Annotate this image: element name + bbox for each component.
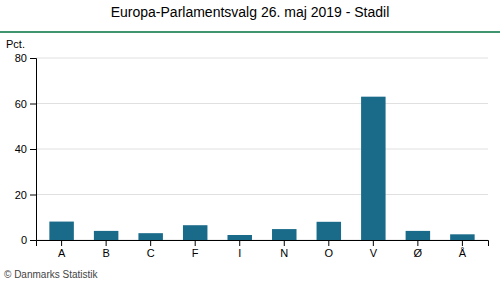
tick-label: 20	[15, 189, 27, 201]
plot: 0 20 40 60 80 A B C F I N O V Ø Å	[15, 52, 489, 259]
tick-label: F	[192, 247, 199, 259]
tick-label: N	[280, 247, 288, 259]
tick-label: O	[325, 247, 334, 259]
tick-mark	[30, 240, 36, 241]
tick-mark	[61, 240, 62, 246]
tick-mark	[30, 195, 36, 196]
tick-mark	[284, 240, 285, 246]
tick-label: 80	[15, 52, 27, 64]
tick-label: 40	[15, 143, 27, 155]
tick-mark	[30, 104, 36, 105]
chart: Europa-Parlamentsvalg 26. maj 2019 - Sta…	[0, 0, 500, 282]
tick-mark	[150, 240, 151, 246]
axis-line	[37, 241, 489, 247]
tick-mark	[106, 240, 107, 246]
tick-mark	[462, 240, 463, 246]
y-axis: 0 20 40 60 80	[15, 52, 37, 246]
tick: A	[58, 240, 66, 259]
bar	[361, 97, 385, 240]
tick-mark	[30, 58, 36, 59]
tick-label: 0	[21, 234, 27, 246]
tick-mark	[30, 149, 36, 150]
grid-line	[36, 194, 488, 195]
bar	[406, 231, 430, 240]
tick: N	[280, 240, 288, 259]
tick: 40	[15, 143, 36, 155]
tick: F	[192, 240, 199, 259]
bar	[317, 222, 341, 240]
grid-line	[36, 103, 488, 104]
annotation: © Danmarks Statistik	[4, 269, 99, 280]
tick: Å	[459, 240, 467, 259]
tick: V	[370, 240, 378, 259]
tick: 20	[15, 189, 36, 201]
tick: Ø	[414, 240, 423, 259]
title: Europa-Parlamentsvalg 26. maj 2019 - Sta…	[111, 4, 390, 20]
tick-mark	[239, 240, 240, 246]
title-rule	[0, 31, 500, 33]
bar	[450, 234, 474, 240]
tick: 0	[21, 234, 36, 246]
tick-mark	[373, 240, 374, 246]
tick-label: Å	[459, 247, 467, 259]
grid	[36, 58, 488, 240]
bar	[138, 233, 162, 240]
y-axis-label: Pct.	[6, 38, 25, 50]
bar	[227, 235, 251, 240]
tick-label: V	[370, 247, 378, 259]
tick: C	[147, 240, 155, 259]
tick-label: 60	[15, 98, 27, 110]
tick-label: C	[147, 247, 155, 259]
bar	[49, 222, 73, 240]
tick-mark	[328, 240, 329, 246]
bar	[183, 225, 207, 240]
tick-label: Ø	[414, 247, 423, 259]
tick: 80	[15, 52, 36, 64]
tick: 60	[15, 98, 36, 110]
tick-label: A	[58, 247, 66, 259]
tick-label: B	[102, 247, 109, 259]
tick: O	[325, 240, 334, 259]
bar	[272, 229, 296, 240]
tick: I	[238, 240, 241, 259]
tick-mark	[417, 240, 418, 246]
tick: B	[102, 240, 109, 259]
grid-line	[36, 149, 488, 150]
bars	[49, 97, 474, 240]
x-axis: ABCFINOVØÅ	[37, 240, 489, 259]
bar	[94, 231, 118, 240]
tick-mark	[195, 240, 196, 246]
grid-line	[36, 58, 488, 59]
chart-container: Europa-Parlamentsvalg 26. maj 2019 - Sta…	[0, 0, 500, 282]
tick-label: I	[238, 247, 241, 259]
axis-line	[30, 59, 37, 241]
